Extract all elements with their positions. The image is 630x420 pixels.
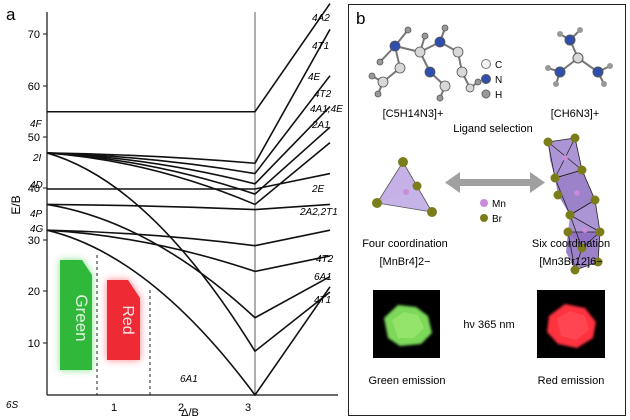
- x-axis-label: Δ/B: [181, 407, 199, 419]
- right-term-label: 4T1: [314, 295, 331, 306]
- energy-curve-7: [46, 203, 331, 211]
- y-tick-label: 10: [28, 338, 40, 350]
- red-emission-photo: [537, 290, 605, 358]
- panel-b: [348, 4, 626, 416]
- cation-right-formula: [CH6N3]+: [551, 108, 600, 120]
- tetrahedron-mnbr4: [372, 157, 437, 217]
- right-term-labels: 4A2 4T1 4E 4T2 4A1,4E 2A1 2E 2A2,2T1 4T2…: [180, 13, 343, 385]
- y-tick-label: 40: [28, 183, 40, 195]
- four-coordination-formula: [MnBr4]2−: [379, 256, 430, 268]
- cation-left-atoms: [368, 24, 482, 102]
- energy-curve-6: [46, 172, 331, 190]
- right-term-label: 4T2: [314, 89, 332, 100]
- green-emission-label: Green emission: [368, 375, 445, 387]
- y-tick-label: 30: [28, 235, 40, 247]
- y-axis-label: E/B: [9, 195, 23, 214]
- energy-curve-11: [46, 152, 331, 353]
- octahedral-trimer-mn3br12: [543, 133, 605, 275]
- energy-curve-5: [46, 142, 331, 206]
- ground-state-label: 6A1: [180, 374, 198, 385]
- right-term-label: 6A1: [314, 272, 332, 283]
- x-tick-label: 2: [178, 402, 184, 414]
- right-term-label: 4A2: [312, 13, 330, 24]
- excitation-label: hν 365 nm: [463, 319, 514, 331]
- green-emission-photo: [373, 290, 440, 358]
- right-term-label: 4T2: [316, 254, 334, 265]
- ligand-selection-label: Ligand selection: [453, 123, 533, 135]
- left-term-label: 4F: [30, 119, 43, 130]
- y-tick-label: 70: [28, 29, 40, 41]
- legend-br: Br: [492, 214, 503, 225]
- panel-a-label: a: [6, 5, 16, 24]
- legend-c: C: [495, 60, 502, 71]
- metal-legend: Mn Br: [480, 199, 506, 225]
- legend-n: N: [495, 75, 502, 86]
- y-tick-label: 50: [28, 132, 40, 144]
- green-emission-box: Green: [60, 260, 92, 370]
- energy-curve-12: [46, 229, 331, 397]
- red-emission-box: Red: [107, 280, 140, 360]
- x-tick-label: 1: [111, 402, 117, 414]
- left-term-label: 2I: [32, 153, 42, 164]
- right-term-label: 4E: [308, 72, 321, 83]
- red-box-label: Red: [119, 305, 136, 334]
- four-coordination-title: Four coordination: [362, 238, 448, 250]
- energy-curve-10: [46, 203, 331, 319]
- y-ticks: 10 20 30 40 50 60 70: [28, 29, 47, 350]
- origin-label: 6S: [6, 400, 19, 411]
- x-tick-label: 3: [245, 402, 251, 414]
- energy-curve-0: [47, 3, 331, 113]
- legend-mn: Mn: [492, 199, 506, 210]
- left-term-labels: 6S 4F 2I 4D 4P 4G: [6, 119, 44, 411]
- panel-a-svg: a 10 20 30 40 50 60 70 E/B 1 2 3: [6, 3, 343, 419]
- cation-left-formula: [C5H14N3]+: [383, 108, 444, 120]
- right-term-label: 2A1: [311, 120, 330, 131]
- left-term-label: 4P: [30, 209, 43, 220]
- left-term-label: 4G: [30, 224, 44, 235]
- right-term-label: 4T1: [312, 41, 329, 52]
- left-term-label: 4D: [30, 180, 43, 191]
- y-tick-label: 60: [28, 81, 40, 93]
- panel-b-label: b: [356, 9, 365, 28]
- red-emission-label: Red emission: [538, 375, 605, 387]
- six-coordination-formula: [Mn3Br12]6−: [539, 256, 602, 268]
- double-arrow: [445, 172, 545, 193]
- cation-right-molecule: [545, 27, 613, 87]
- y-tick-label: 20: [28, 286, 40, 298]
- right-term-label: 2A2,2T1: [299, 207, 338, 218]
- right-term-label: 4A1,4E: [310, 104, 343, 115]
- energy-curves: [46, 3, 331, 397]
- x-ticks: 1 2 3: [111, 402, 251, 414]
- atom-legend: C N H: [481, 59, 502, 101]
- six-coordination-title: Six coordination: [532, 238, 610, 250]
- green-box-label: Green: [72, 294, 91, 341]
- energy-curve-8: [46, 229, 331, 247]
- right-term-label: 2E: [311, 184, 325, 195]
- legend-h: H: [495, 90, 502, 101]
